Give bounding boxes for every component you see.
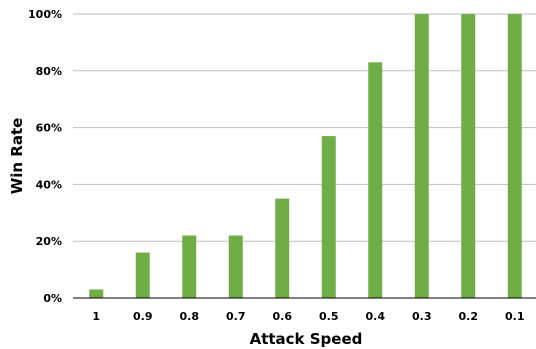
bar-1 [89,289,104,298]
bar-0.7 [228,235,243,298]
x-tick-label: 0.5 [319,310,339,323]
bar-0.2 [461,14,476,298]
x-axis-title: Attack Speed [250,330,363,348]
y-axis-title: Win Rate [8,118,26,195]
bar-0.4 [368,62,383,298]
y-tick-label: 0% [43,292,62,305]
x-tick-label: 0.3 [412,310,432,323]
x-tick-label: 1 [92,310,100,323]
bars [89,14,522,298]
x-tick-labels: 1 0.9 0.8 0.7 0.6 0.5 0.4 0.3 0.2 0.1 [92,310,524,323]
bar-0.8 [182,235,197,298]
bar-0.9 [135,252,150,298]
y-tick-labels: 0% 20% 40% 60% 80% 100% [28,8,62,305]
y-tick-label: 40% [36,178,62,191]
y-tick-label: 60% [36,122,62,135]
x-tick-label: 0.8 [180,310,200,323]
bar-0.6 [275,198,290,298]
bar-0.1 [507,14,522,298]
bar-0.3 [414,14,429,298]
bar-0.5 [321,136,336,298]
x-tick-label: 0.1 [505,310,525,323]
x-tick-label: 0.6 [273,310,293,323]
x-tick-label: 0.7 [226,310,246,323]
y-tick-label: 20% [36,235,62,248]
gridlines [73,13,536,242]
y-tick-label: 100% [28,8,62,21]
x-tick-label: 0.4 [366,310,386,323]
y-tick-label: 80% [36,65,62,78]
x-tick-label: 0.9 [133,310,153,323]
x-tick-label: 0.2 [459,310,479,323]
